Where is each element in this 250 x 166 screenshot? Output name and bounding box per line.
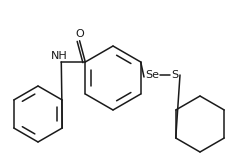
Text: O: O bbox=[75, 29, 84, 39]
Text: NH: NH bbox=[51, 51, 68, 61]
Text: S: S bbox=[171, 70, 178, 80]
Text: Se: Se bbox=[144, 70, 158, 80]
